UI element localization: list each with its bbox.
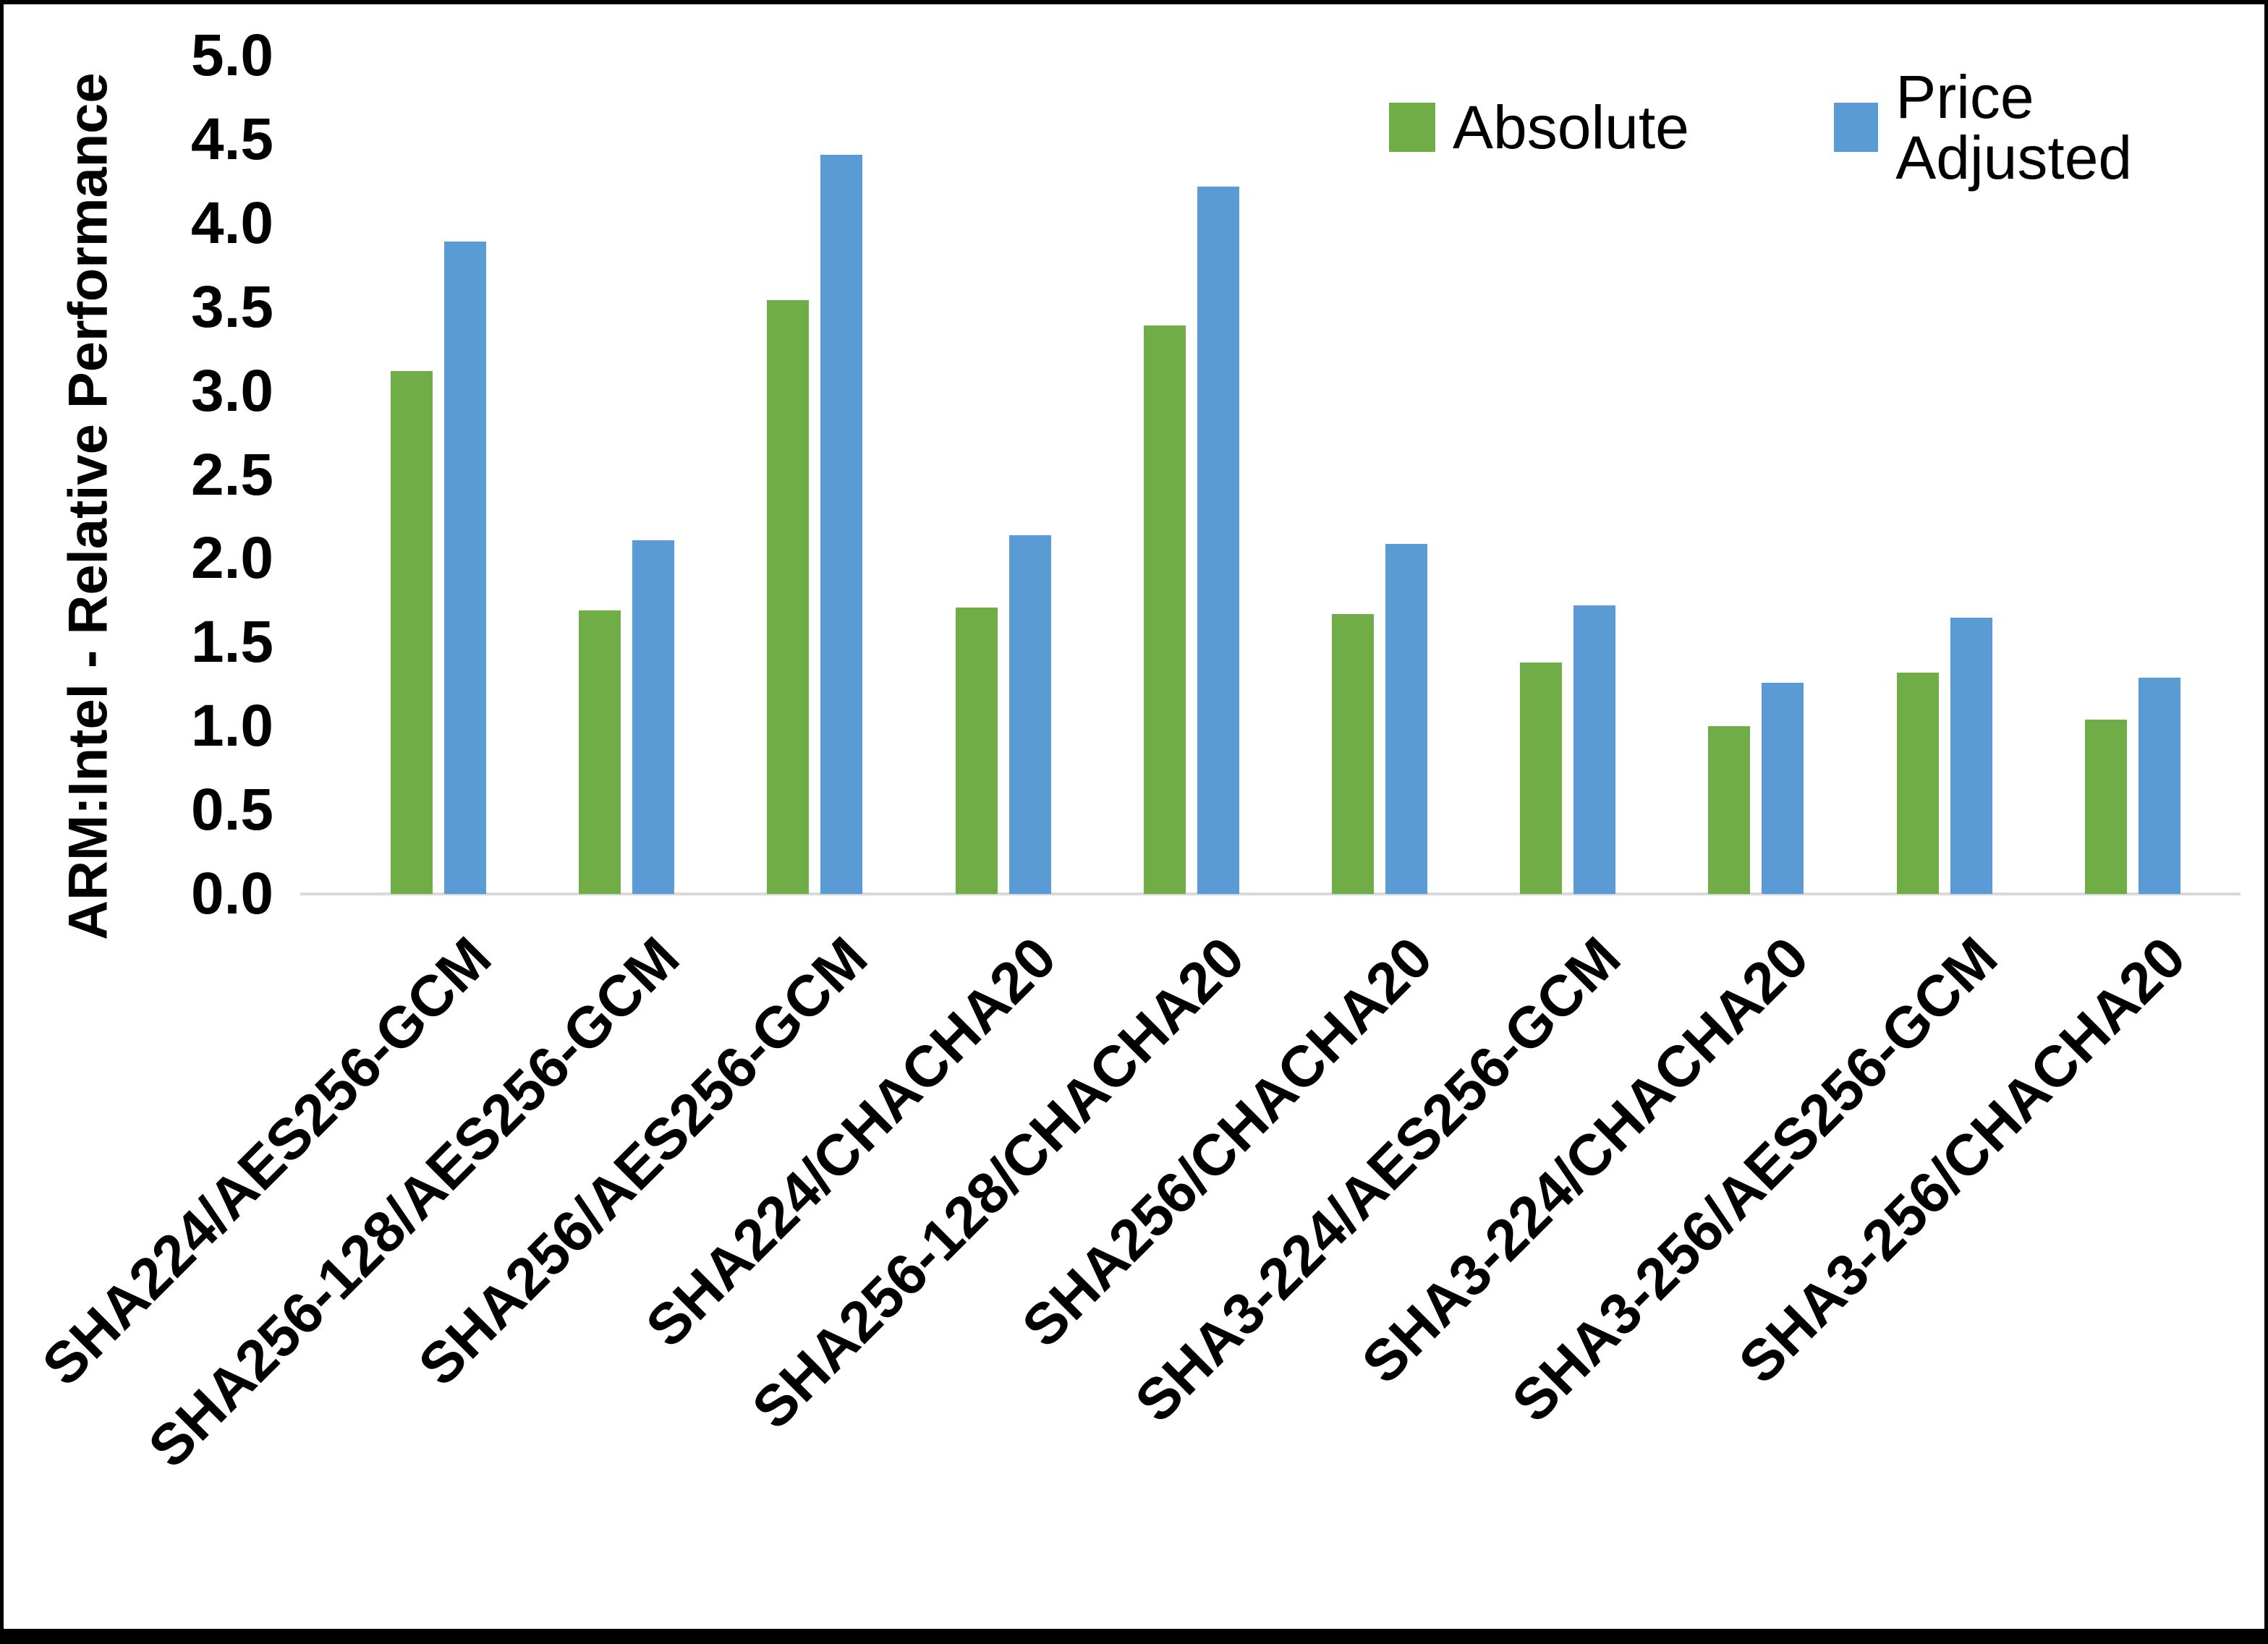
legend-label-absolute: Absolute <box>1453 93 1689 161</box>
bar-price-adjusted <box>2138 677 2180 894</box>
legend-label-price-adjusted: Price Adjusted <box>1895 63 2133 192</box>
legend-item-price-adjusted: Price Adjusted <box>1833 63 2268 192</box>
bar-price-adjusted <box>632 540 675 894</box>
bar-price-adjusted <box>1385 543 1427 894</box>
y-tick-label: 2.5 <box>191 441 273 508</box>
y-tick-label: 1.0 <box>191 693 273 759</box>
bar-price-adjusted <box>1573 605 1616 894</box>
y-tick-label: 4.5 <box>191 106 273 172</box>
y-tick-label: 3.0 <box>191 357 273 424</box>
bar-price-adjusted <box>1950 617 1992 894</box>
legend-swatch-absolute-icon <box>1389 103 1435 152</box>
bar-absolute <box>1896 673 1939 894</box>
bar-absolute <box>1143 325 1186 894</box>
bar-price-adjusted <box>1762 682 1804 894</box>
bar-absolute <box>1332 613 1374 894</box>
frame-border-top <box>0 0 2268 4</box>
bar-absolute <box>2084 719 2127 894</box>
frame-border-right <box>2264 0 2268 1644</box>
bar-absolute <box>391 370 433 894</box>
bar-absolute <box>579 610 621 894</box>
bar-price-adjusted <box>1197 186 1239 894</box>
legend-swatch-price-adjusted-icon <box>1833 103 1879 152</box>
bar-absolute <box>955 607 998 894</box>
bar-price-adjusted <box>1008 534 1051 894</box>
bar-absolute <box>767 300 810 894</box>
legend-item-absolute: Absolute <box>1389 97 1689 158</box>
frame-border-left <box>0 0 4 1644</box>
y-tick-label: 4.0 <box>191 189 273 256</box>
frame-border-bottom <box>0 1629 2268 1644</box>
y-tick-label: 1.5 <box>191 609 273 676</box>
bar-absolute <box>1520 663 1563 894</box>
bar-absolute <box>1708 726 1751 894</box>
bar-price-adjusted <box>444 242 486 894</box>
bar-price-adjusted <box>820 154 863 894</box>
y-tick-label: 0.5 <box>191 777 273 843</box>
x-axis-line <box>300 893 2241 895</box>
legend: Absolute Price Adjusted <box>1389 67 2268 188</box>
y-tick-label: 3.5 <box>191 273 273 340</box>
y-tick-label: 0.0 <box>191 861 273 927</box>
y-tick-label: 2.0 <box>191 525 273 592</box>
y-tick-label: 5.0 <box>191 22 273 88</box>
